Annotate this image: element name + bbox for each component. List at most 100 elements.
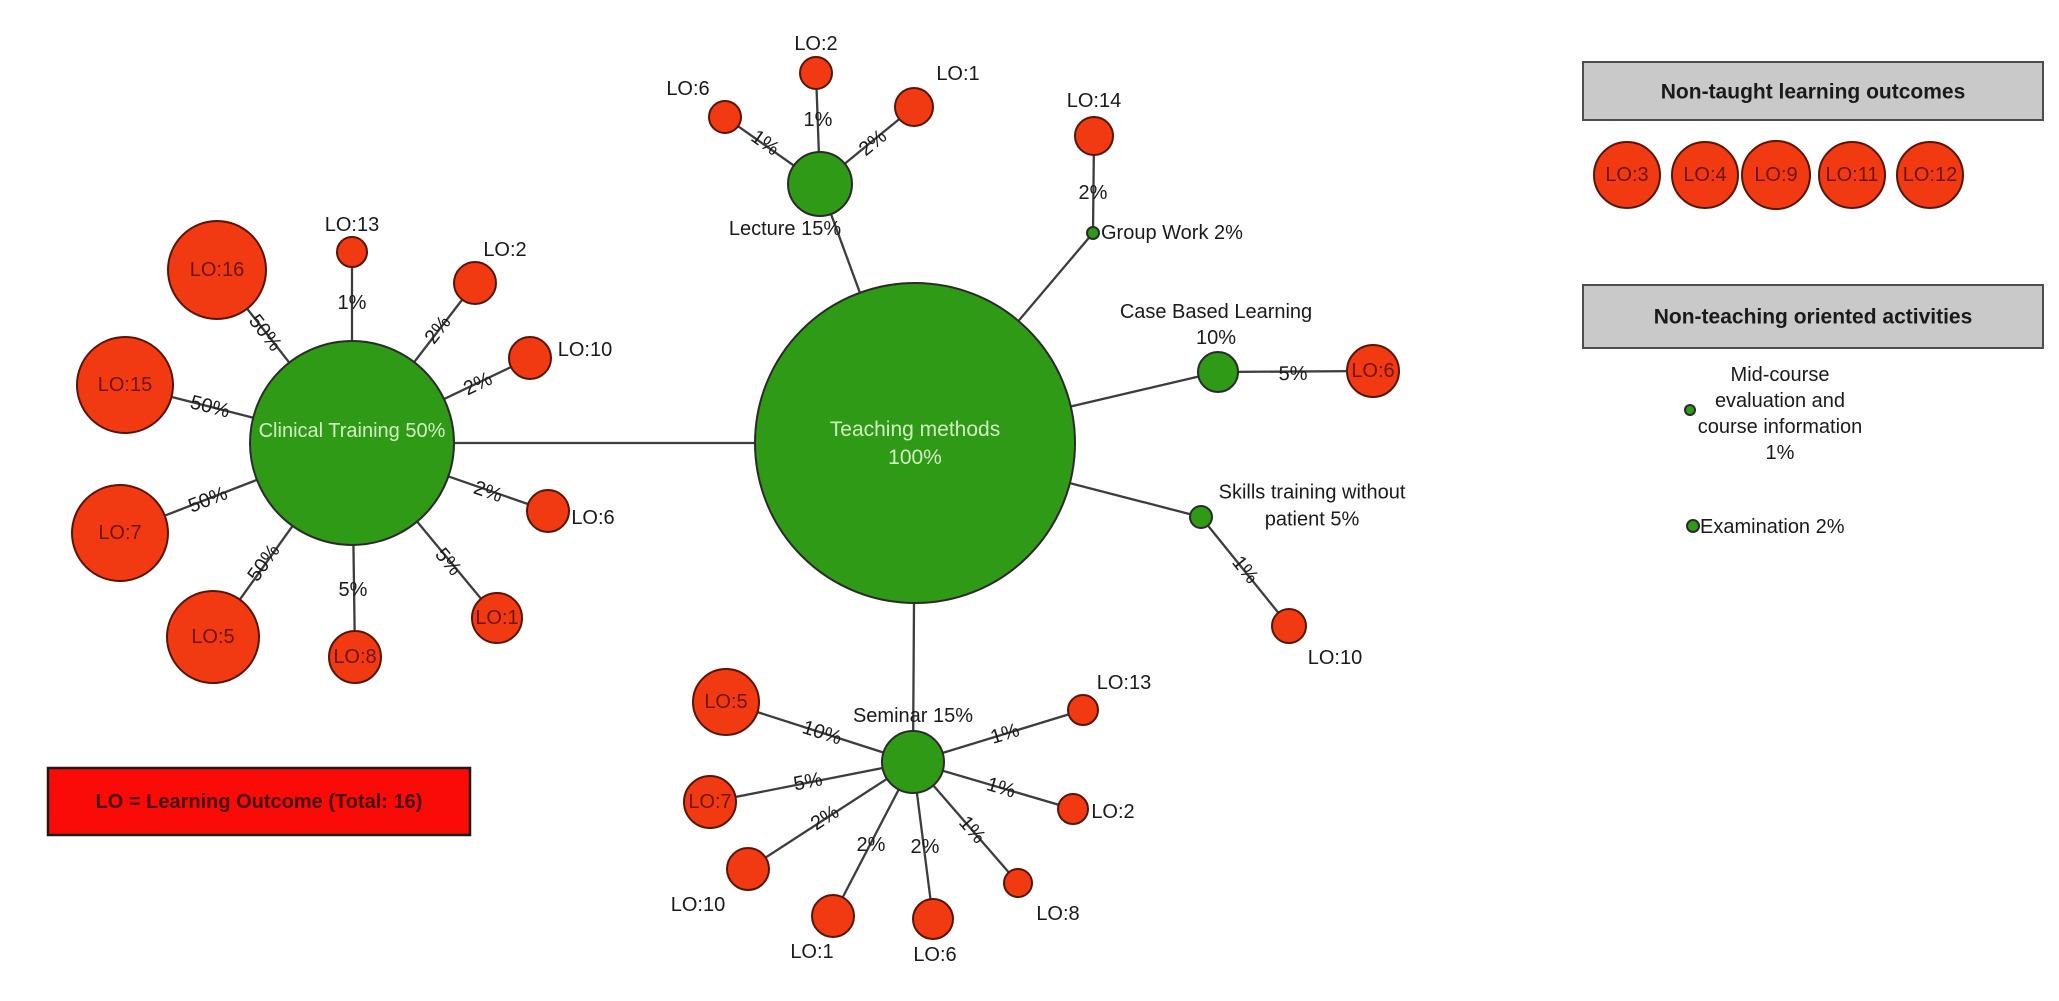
node-label-line-lec-lo2-0: LO:2 <box>794 33 837 55</box>
node-label-mc-dot: Mid-course evaluation and course informati… <box>1698 364 1863 464</box>
node-lec-lo2 <box>799 56 833 90</box>
node-ct-lo7 <box>71 484 169 582</box>
node-label-line-tm-0: Teaching methods <box>830 418 1000 441</box>
node-label-sem-lo1: LO:1 <box>790 941 833 963</box>
node-label-ct-lo6: LO:6 <box>571 507 614 529</box>
edge-sem--sem-lo7 <box>709 760 914 804</box>
node-label-line-cbl-0: Case Based Learning <box>1120 301 1312 323</box>
node-label-line-st-lo10-0: LO:10 <box>1308 647 1362 669</box>
legend-non-teaching: Non-teaching oriented activities <box>1582 284 2044 349</box>
info-box-label: LO = Learning Outcome (Total: 16) <box>96 791 423 813</box>
node-label-line-sem-lo7-0: LO:7 <box>688 791 731 813</box>
node-label-lg-lo9: LO:9 <box>1754 164 1797 186</box>
edge-label-sem--sem-lo2: 1% <box>984 773 1018 802</box>
node-label-line-mc-dot-2: course information <box>1698 416 1863 438</box>
node-ct-lo2 <box>453 261 497 305</box>
node-lg-lo11 <box>1818 141 1886 209</box>
node-label-ct-lo10: LO:10 <box>558 339 612 361</box>
node-label-line-ct-lo2-0: LO:2 <box>483 239 526 261</box>
nodes-layer <box>71 56 1964 940</box>
node-label-line-lec-lo1-0: LO:1 <box>936 63 979 85</box>
legend-non-teaching-header-label: Non-teaching oriented activities <box>1654 306 1973 329</box>
node-label-line-sem-0: Seminar 15% <box>853 705 973 727</box>
edge-label-ct--ct-lo15: 50% <box>188 391 232 422</box>
edge-label-cbl--cbl-lo6: 5% <box>1278 363 1307 385</box>
node-label-line-ct-lo16-0: LO:16 <box>190 259 244 281</box>
edge-label-ct--ct-lo7: 50% <box>185 482 230 517</box>
node-label-line-sem-lo6-0: LO:6 <box>913 944 956 966</box>
node-label-sem-lo8: LO:8 <box>1036 903 1079 925</box>
legend-non-taught-header-label: Non-taught learning outcomes <box>1661 81 1966 104</box>
node-label-cbl: Case Based Learning 10% <box>1120 301 1312 349</box>
node-label-lg-lo4: LO:4 <box>1683 164 1726 186</box>
node-sem-lo1 <box>811 894 855 938</box>
node-label-line-lg-lo12-0: LO:12 <box>1903 164 1957 186</box>
node-ct-lo16 <box>167 220 267 320</box>
node-label-st: Skills training without patient 5% <box>1219 482 1406 531</box>
node-lg-lo4 <box>1671 141 1739 209</box>
node-label-line-cbl-1: 10% <box>1196 327 1236 349</box>
node-lec-lo6 <box>708 100 742 134</box>
node-label-line-mc-dot-1: evaluation and <box>1715 390 1845 412</box>
node-ct-lo1 <box>471 592 523 644</box>
node-ct-lo15 <box>76 336 174 434</box>
node-lg-lo9 <box>1741 140 1811 210</box>
node-lec-lo1 <box>894 87 934 127</box>
node-label-lec-lo2: LO:2 <box>794 33 837 55</box>
node-label-lg-lo11: LO:11 <box>1826 164 1879 186</box>
edge-sem--sem-lo10 <box>747 761 914 870</box>
node-sem <box>881 730 945 794</box>
node-sem-lo2 <box>1057 793 1089 825</box>
node-label-line-ct-lo8-0: LO:8 <box>333 646 376 668</box>
legend-non-teaching-header-box <box>1582 284 2044 349</box>
node-label-line-sem-lo1-0: LO:1 <box>790 941 833 963</box>
node-label-line-st-1: patient 5% <box>1265 509 1360 531</box>
node-label-line-ct-lo1-0: LO:1 <box>475 607 518 629</box>
node-label-line-lg-lo4-0: LO:4 <box>1683 164 1726 186</box>
node-label-sem-lo5: LO:5 <box>704 691 747 713</box>
node-sem-lo10 <box>726 847 770 891</box>
node-tm <box>754 282 1076 604</box>
node-label-line-gw-lo14-0: LO:14 <box>1067 90 1121 112</box>
node-gw <box>1086 226 1100 240</box>
node-label-line-cbl-lo6-0: LO:6 <box>1351 360 1394 382</box>
node-label-line-lg-lo3-0: LO:3 <box>1605 164 1648 186</box>
legend-non-taught-header-box <box>1582 61 2044 121</box>
node-label-sem-lo6: LO:6 <box>913 944 956 966</box>
edge-label-sem--sem-lo1: 2% <box>857 834 886 856</box>
node-ct-lo13 <box>336 236 368 268</box>
node-label-sem-lo2: LO:2 <box>1091 801 1134 823</box>
node-label-line-lg-lo11-0: LO:11 <box>1826 164 1879 186</box>
node-label-line-lec-0: Lecture 15% <box>729 218 842 240</box>
node-label-cbl-lo6: LO:6 <box>1351 360 1394 382</box>
node-label-ct-lo8: LO:8 <box>333 646 376 668</box>
node-lg-lo12 <box>1896 141 1964 209</box>
node-sem-lo8 <box>1003 868 1033 898</box>
node-sem-lo13 <box>1067 694 1099 726</box>
node-ct <box>249 340 455 546</box>
node-label-sem: Seminar 15% <box>853 705 973 727</box>
edge-label-ct--ct-lo13: 1% <box>338 292 367 314</box>
node-label-line-lg-lo9-0: LO:9 <box>1754 164 1797 186</box>
node-label-line-ct-lo6-0: LO:6 <box>571 507 614 529</box>
node-ct-lo10 <box>508 336 552 380</box>
node-label-line-sem-lo8-0: LO:8 <box>1036 903 1079 925</box>
node-label-ct: Clinical Training 50% <box>259 420 446 442</box>
node-label-line-ct-lo5-0: LO:5 <box>191 626 234 648</box>
edge-label-ct--ct-lo10: 2% <box>460 368 496 400</box>
node-label-line-mc-dot-0: Mid-course <box>1731 364 1830 386</box>
node-label-lg-lo12: LO:12 <box>1903 164 1957 186</box>
node-label-gw: Group Work 2% <box>1101 222 1243 244</box>
node-ex-dot <box>1686 519 1700 533</box>
node-label-ct-lo13: LO:13 <box>325 214 379 236</box>
edge-st--st-lo10 <box>1200 516 1290 627</box>
node-label-sem-lo7: LO:7 <box>688 791 731 813</box>
node-label-ct-lo1: LO:1 <box>475 607 518 629</box>
node-mc-dot <box>1684 404 1696 416</box>
node-label-line-ct-lo10-0: LO:10 <box>558 339 612 361</box>
node-cbl <box>1197 351 1239 393</box>
edge-label-ct--ct-lo2: 2% <box>420 312 455 348</box>
node-label-line-ct-lo15-0: LO:15 <box>98 374 152 396</box>
node-label-ct-lo5: LO:5 <box>191 626 234 648</box>
